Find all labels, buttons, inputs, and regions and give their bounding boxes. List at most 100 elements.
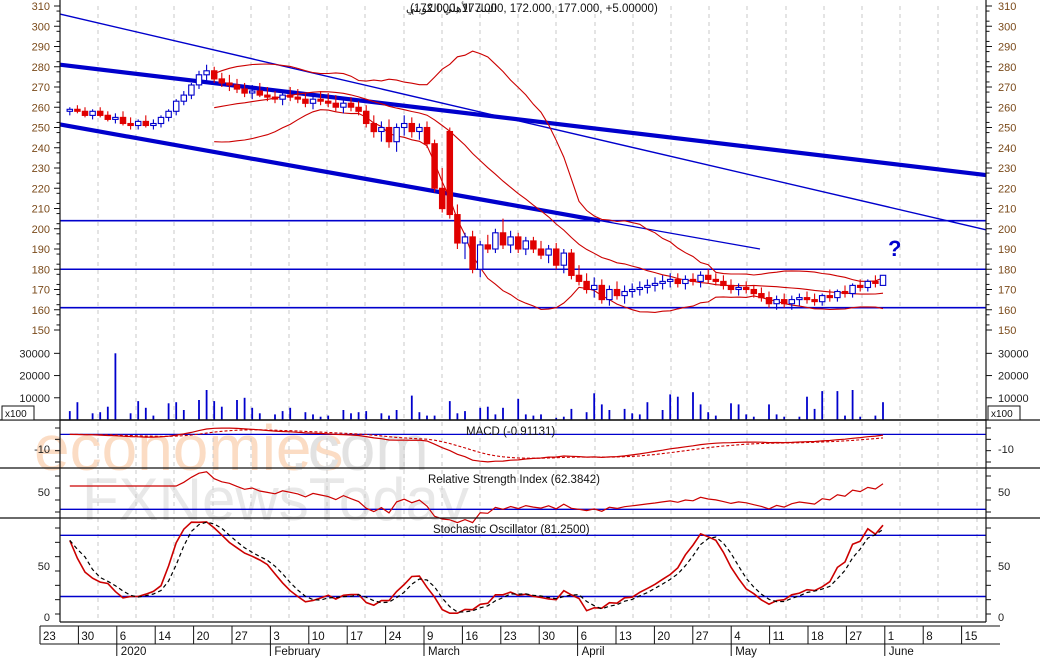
stochastic-label: Stochastic Oscillator (81.2500) <box>433 524 590 536</box>
candlestick <box>826 289 834 302</box>
candle-body <box>469 236 476 270</box>
candle-body <box>841 290 849 295</box>
candlestick <box>302 93 309 108</box>
candle-body <box>811 299 818 303</box>
watermark-economies: economies <box>34 412 344 484</box>
candlestick <box>651 277 659 292</box>
candle-body <box>400 122 408 129</box>
candlestick <box>340 99 347 114</box>
candle-body <box>294 96 302 100</box>
candlestick <box>423 121 431 148</box>
candle-body <box>856 284 864 288</box>
candlestick <box>841 285 849 298</box>
candlestick <box>256 82 264 98</box>
candle-body <box>157 116 165 125</box>
price-axis-label-left: 240 <box>32 143 50 155</box>
price-axis-label-left: 280 <box>32 62 50 74</box>
date-tick-label: 24 <box>389 631 402 643</box>
candlestick <box>134 119 142 130</box>
candle-body <box>689 278 697 282</box>
candlestick <box>598 279 606 304</box>
candlestick <box>446 127 454 219</box>
candlestick <box>644 279 651 294</box>
candle-body <box>309 98 317 104</box>
candle-body <box>476 244 484 270</box>
candlestick <box>476 240 484 278</box>
candlestick <box>81 107 89 118</box>
candlestick <box>461 232 469 260</box>
candlestick <box>385 119 393 148</box>
volume-axis-label-left: 10000 <box>19 393 50 405</box>
price-axis-label-left: 250 <box>32 123 50 135</box>
price-axis-label-left: 230 <box>32 163 50 175</box>
price-axis-label-right: 220 <box>998 183 1016 195</box>
candle-body <box>522 240 530 250</box>
candlestick <box>241 82 248 98</box>
candlestick <box>522 236 530 256</box>
candle-body <box>119 116 127 125</box>
price-axis-label-right: 280 <box>998 62 1016 74</box>
stochastic-panel: 50 50 0 0 <box>38 521 1010 624</box>
watermark-fxnewstoday: FXNewsToday <box>82 466 469 533</box>
candlestick <box>727 279 735 294</box>
candlestick <box>492 228 499 254</box>
candlestick <box>712 273 720 286</box>
candle-body <box>241 88 248 94</box>
candle-body <box>636 286 644 291</box>
candlestick <box>568 249 575 280</box>
candle-body <box>834 290 841 299</box>
candlestick <box>742 281 750 294</box>
price-axis-label-right: 210 <box>998 204 1016 216</box>
candlestick <box>378 121 385 142</box>
candle-body <box>286 94 294 98</box>
candle-body <box>568 252 575 276</box>
candle-body <box>233 84 241 90</box>
candle-body <box>454 214 461 244</box>
watermark-economies-suffix: .com <box>290 412 429 484</box>
candlestick <box>583 273 590 294</box>
date-axis: 23 30 6 14 20 27 3 10 17 24 9 16 23 30 6 13 20 27 4 11 18 27 1… <box>39 626 977 658</box>
date-tick-label: 10 <box>312 631 325 643</box>
volume-series <box>68 353 884 420</box>
price-axis-label-left: 270 <box>32 82 50 94</box>
date-tick-label: 14 <box>158 631 171 643</box>
candlestick <box>195 70 203 90</box>
candle-body <box>317 98 324 102</box>
candle-body <box>188 84 195 96</box>
candle-body <box>492 232 499 250</box>
candlestick <box>233 78 241 94</box>
candle-body <box>210 70 218 80</box>
candlestick <box>210 66 218 83</box>
candlestick <box>856 279 864 292</box>
date-tick-label: 9 <box>427 631 433 643</box>
candlestick <box>803 291 811 304</box>
candle-body <box>666 278 674 282</box>
candlestick <box>545 244 552 264</box>
candle-body <box>765 297 773 305</box>
candle-body <box>826 295 834 299</box>
candlestick <box>431 139 438 193</box>
price-axis-label-left: 210 <box>32 204 50 216</box>
candlestick <box>96 107 104 118</box>
candle-body <box>704 274 712 280</box>
price-axis-label-left: 190 <box>32 244 50 256</box>
rsi-axis-label-left: 50 <box>38 487 50 499</box>
candle-body <box>81 110 89 116</box>
gridlines <box>97 6 978 622</box>
month-label: April <box>582 646 605 658</box>
candle-body <box>324 100 332 104</box>
candle-body <box>606 288 613 301</box>
candle-body <box>423 126 431 145</box>
candle-body <box>203 70 210 76</box>
candle-body <box>393 126 400 143</box>
trendline-channel-upper <box>59 62 987 178</box>
candle-body <box>613 288 621 297</box>
price-axis-label-right: 310 <box>998 1 1016 13</box>
date-tick-label: 27 <box>235 631 248 643</box>
candlestick <box>636 281 644 296</box>
macd-signal-line <box>69 429 884 459</box>
date-tick-label: 13 <box>619 631 632 643</box>
candle-body <box>385 126 393 143</box>
